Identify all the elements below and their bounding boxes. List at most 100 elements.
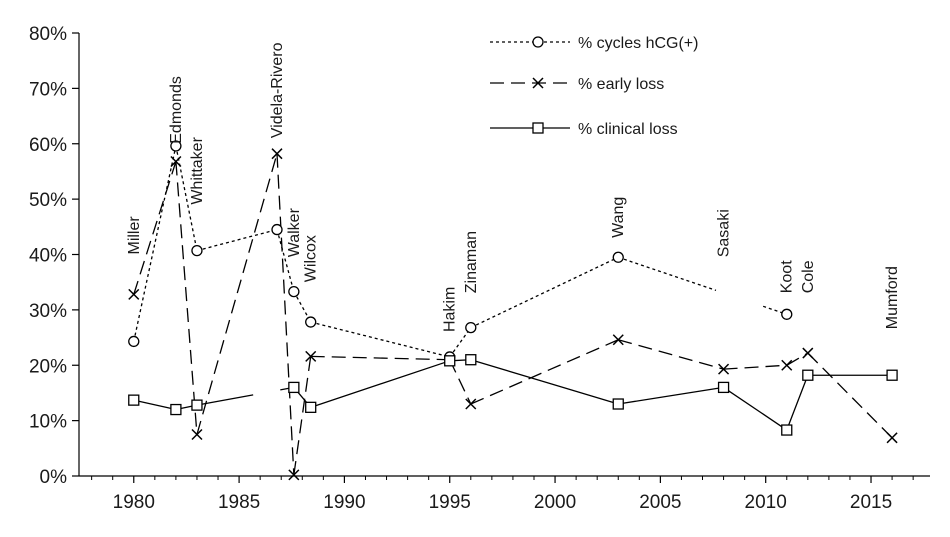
- data-point-x: [305, 350, 317, 362]
- series-line-segment: [786, 374, 809, 431]
- data-point-square: [802, 369, 814, 381]
- study-label: Wang: [610, 197, 627, 238]
- data-point-square: [191, 399, 203, 411]
- series-line-segment: [449, 359, 472, 405]
- data-point-x: [718, 363, 730, 375]
- data-point-x: [802, 347, 814, 359]
- data-point-square: [781, 424, 793, 436]
- x-tick-label: 2005: [639, 492, 681, 513]
- study-label: Walker: [286, 207, 303, 257]
- series-line-segment: [470, 359, 619, 405]
- data-point-x: [612, 334, 624, 346]
- study-label: Videla-Rivero: [269, 42, 286, 138]
- x-tick-label: 1985: [218, 492, 260, 513]
- x-tick-label: 2000: [534, 492, 576, 513]
- data-point-circle: [271, 223, 283, 236]
- data-point-x: [271, 148, 283, 160]
- y-tick-label: 40%: [29, 246, 67, 267]
- series-line-segment: [723, 364, 787, 370]
- y-tick-label: 70%: [29, 79, 67, 100]
- series-line-segment: [293, 356, 312, 475]
- data-point-circle: [191, 244, 203, 257]
- data-point-square: [886, 369, 898, 381]
- x-tick-label: 1995: [429, 492, 471, 513]
- legend-label: % clinical loss: [578, 121, 678, 138]
- x-tick-label: 1980: [113, 492, 155, 513]
- series-line-segment: [723, 386, 788, 431]
- legend-marker-square: [532, 122, 544, 134]
- data-point-circle: [781, 308, 793, 320]
- study-label: Edmonds: [168, 76, 185, 144]
- series-line-segment: [449, 327, 472, 358]
- x-tick-label: 1990: [323, 492, 365, 513]
- y-tick-label: 30%: [29, 301, 67, 322]
- data-point-circle: [612, 251, 624, 263]
- series-line-segment: [175, 161, 198, 435]
- series-line-segment: [618, 386, 724, 405]
- x-tick-label: 2010: [745, 492, 787, 513]
- legend-marker-x: [532, 77, 544, 89]
- series-line-segment: [618, 339, 724, 370]
- study-label: Hakim: [442, 287, 459, 332]
- series-line-segment: [310, 360, 450, 408]
- data-point-circle: [128, 335, 140, 348]
- study-label: Miller: [126, 216, 143, 255]
- data-point-x: [191, 428, 203, 440]
- y-tick-label: 80%: [29, 24, 67, 45]
- series-line-segment: [310, 321, 450, 358]
- series-line-segment: [276, 229, 295, 292]
- study-label: Sasaki: [716, 209, 733, 257]
- data-point-circle: [305, 316, 317, 328]
- data-point-x: [465, 398, 477, 410]
- series-line-segment: [196, 394, 254, 406]
- x-tick-label: 2015: [850, 492, 892, 513]
- legend-label: % early loss: [578, 76, 664, 93]
- y-tick-label: 0%: [40, 467, 68, 488]
- data-point-square: [444, 355, 456, 367]
- data-point-circle: [465, 321, 477, 334]
- data-point-square: [612, 398, 624, 410]
- study-label: Wilcox: [303, 235, 320, 282]
- data-point-x: [886, 432, 898, 444]
- series-lines: [133, 145, 893, 475]
- legend-label: % cycles hCG(+): [578, 35, 698, 52]
- data-point-square: [170, 403, 182, 416]
- series-line-segment: [786, 352, 809, 366]
- data-point-x: [288, 469, 300, 481]
- series-line-segment: [196, 228, 278, 252]
- y-tick-label: 60%: [29, 135, 67, 156]
- series-line-segment: [807, 352, 893, 439]
- series-line-segment: [618, 256, 717, 291]
- y-tick-label: 50%: [29, 190, 67, 211]
- study-label: Zinaman: [463, 231, 480, 293]
- series-markers: [128, 140, 898, 481]
- data-point-square: [288, 381, 300, 394]
- study-label: Mumford: [884, 266, 901, 329]
- data-point-x: [170, 155, 182, 168]
- series-line-segment: [133, 399, 177, 411]
- y-tick-label: 20%: [29, 356, 67, 377]
- series-line-segment: [470, 256, 619, 329]
- data-point-circle: [288, 285, 300, 298]
- data-point-square: [305, 401, 317, 413]
- legend-marker-circle: [532, 36, 544, 48]
- data-point-square: [465, 354, 477, 366]
- series-line-segment: [470, 339, 619, 405]
- chart-axes: 0% 10% 20% 30% 40% 50% 60% 70% 80% 1980 1985 1990 19…: [29, 24, 930, 513]
- study-label: Cole: [800, 260, 817, 293]
- data-point-circle: [170, 140, 182, 152]
- study-label: Koot: [779, 260, 796, 293]
- data-point-x: [781, 359, 793, 371]
- data-point-square: [717, 381, 730, 394]
- study-label: Whittaker: [189, 136, 206, 204]
- series-line-segment: [276, 153, 295, 475]
- chart-legend: % cycles hCG(+) % early loss % clinical lo…: [490, 35, 698, 138]
- series-line-segment: [196, 153, 278, 435]
- series-line-segment: [133, 161, 177, 295]
- y-tick-label: 10%: [29, 412, 67, 433]
- data-point-square: [128, 394, 140, 406]
- series-line-segment: [310, 355, 450, 361]
- data-point-x: [128, 288, 140, 300]
